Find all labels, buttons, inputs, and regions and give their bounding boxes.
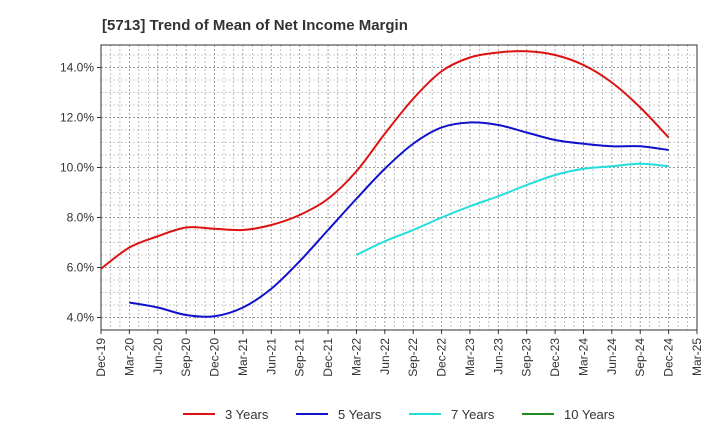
- plot-frame: [100, 44, 698, 331]
- x-tick-label: Mar-21: [236, 338, 250, 376]
- grid: [101, 45, 697, 330]
- x-tick-label: Dec-23: [548, 338, 562, 377]
- x-tick-label: Sep-22: [406, 338, 420, 377]
- x-tick-label: Dec-21: [321, 338, 335, 377]
- y-tick-label: 4.0%: [67, 311, 95, 325]
- x-tick-label: Mar-23: [463, 338, 477, 376]
- chart-title: [5713] Trend of Mean of Net Income Margi…: [102, 17, 408, 34]
- y-tick-label: 12.0%: [60, 111, 94, 125]
- x-tick-label: Dec-22: [435, 338, 449, 377]
- series-line-3-years: [100, 50, 670, 270]
- x-tick-label: Mar-25: [690, 338, 704, 376]
- x-tick-label: Mar-22: [349, 338, 363, 376]
- legend-label: 5 Years: [338, 407, 382, 422]
- y-tick-label: 14.0%: [60, 61, 94, 75]
- x-tick-label: Sep-20: [179, 338, 193, 377]
- series-lines: [100, 50, 670, 318]
- legend: 3 Years 5 Years 7 Years 10 Years: [183, 407, 615, 422]
- x-axis-ticks: Dec-19 Mar-20 Jun-20 Sep-20 Dec-20 Mar-21 Jun-…: [94, 330, 704, 377]
- x-tick-label: Jun-24: [605, 338, 619, 375]
- x-tick-label: Jun-23: [491, 338, 505, 375]
- x-tick-label: Dec-20: [208, 338, 222, 377]
- x-tick-label: Jun-22: [378, 338, 392, 375]
- y-tick-label: 8.0%: [67, 211, 95, 225]
- legend-label: 10 Years: [564, 407, 615, 422]
- plot-background: [101, 45, 697, 330]
- x-tick-label: Dec-24: [662, 338, 676, 377]
- x-tick-label: Jun-20: [151, 338, 165, 375]
- legend-label: 7 Years: [451, 407, 495, 422]
- series-line-5-years: [129, 121, 669, 318]
- x-tick-label: Dec-19: [94, 338, 108, 377]
- x-tick-label: Sep-23: [520, 338, 534, 377]
- x-tick-label: Sep-21: [293, 338, 307, 377]
- y-tick-label: 6.0%: [67, 261, 95, 275]
- x-tick-label: Jun-21: [264, 338, 278, 375]
- legend-label: 3 Years: [225, 407, 269, 422]
- y-tick-label: 10.0%: [60, 161, 94, 175]
- series-line-7-years: [355, 162, 669, 256]
- y-axis-ticks: 4.0% 6.0% 8.0% 10.0% 12.0% 14.0%: [60, 61, 101, 325]
- x-tick-label: Mar-24: [576, 338, 590, 376]
- x-tick-label: Sep-24: [633, 338, 647, 377]
- x-tick-label: Mar-20: [122, 338, 136, 376]
